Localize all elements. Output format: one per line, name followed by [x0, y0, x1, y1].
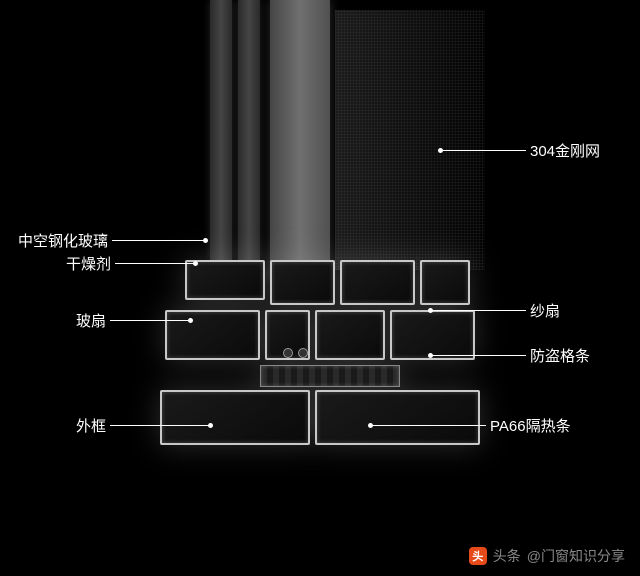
label-screensash: 纱扇 — [530, 300, 560, 321]
leader-security — [430, 355, 526, 356]
label-mesh: 304金刚网 — [530, 140, 600, 161]
chamber-upper-right — [340, 260, 415, 305]
leader-screensash — [430, 310, 526, 311]
label-desiccant: 干燥剂 — [66, 253, 111, 274]
gasket-detail — [298, 348, 308, 358]
vertical-frame — [270, 0, 330, 280]
chamber-glass-holder — [185, 260, 265, 300]
leader-desiccant — [115, 263, 195, 264]
label-glass: 中空钢化玻璃 — [18, 230, 108, 251]
label-security: 防盗格条 — [530, 345, 590, 366]
leader-sash — [110, 320, 190, 321]
label-outerframe: 外框 — [76, 415, 106, 436]
steel-mesh-panel — [335, 10, 485, 270]
label-thermal: PA66隔热条 — [490, 415, 571, 436]
source-prefix: 头条 — [493, 546, 521, 566]
glass-pane-2 — [238, 0, 260, 260]
leader-dot-security — [428, 353, 433, 358]
gasket-detail — [283, 348, 293, 358]
source-logo-icon: 头 — [469, 547, 487, 565]
chamber-mid-right — [315, 310, 385, 360]
leader-dot-glass — [203, 238, 208, 243]
leader-glass — [112, 240, 205, 241]
leader-dot-mesh — [438, 148, 443, 153]
label-sash: 玻扇 — [76, 310, 106, 331]
chamber-glass-sash — [165, 310, 260, 360]
leader-dot-outerframe — [208, 423, 213, 428]
leader-dot-thermal — [368, 423, 373, 428]
leader-thermal — [370, 425, 486, 426]
chamber-outer-frame-right — [315, 390, 480, 445]
leader-dot-desiccant — [193, 261, 198, 266]
leader-dot-screensash — [428, 308, 433, 313]
chamber-screen-top — [420, 260, 470, 305]
chamber-outer-frame-left — [160, 390, 310, 445]
glass-pane-1 — [210, 0, 232, 260]
chamber-screen-sash — [390, 310, 475, 360]
leader-mesh — [440, 150, 526, 151]
leader-dot-sash — [188, 318, 193, 323]
thermal-break-strip — [260, 365, 400, 387]
footer-watermark: 头 头条 @门窗知识分享 — [469, 546, 625, 566]
cross-section-profile — [160, 260, 480, 460]
chamber-upper-mid — [270, 260, 335, 305]
source-handle: @门窗知识分享 — [527, 546, 625, 566]
leader-outerframe — [110, 425, 210, 426]
